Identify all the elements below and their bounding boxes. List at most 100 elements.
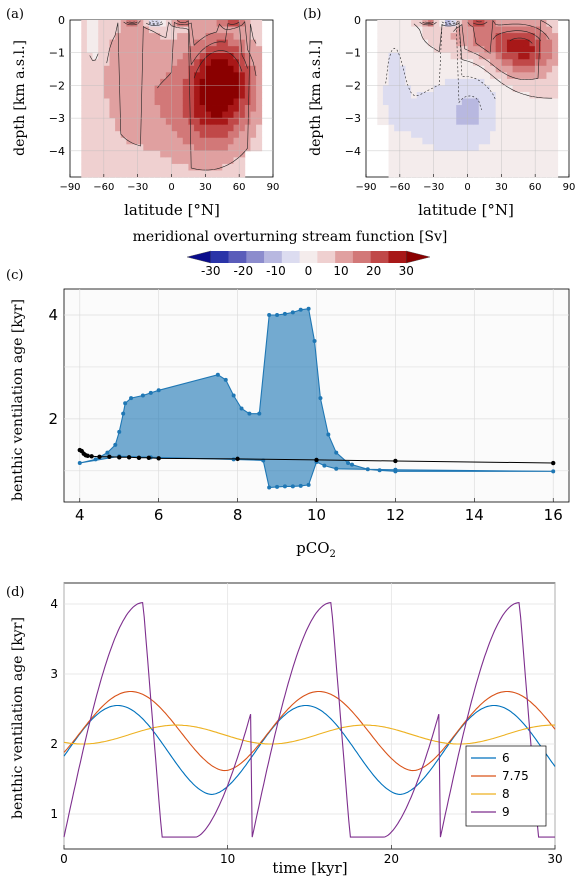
- panel-a-cell: [182, 39, 189, 47]
- panel-a-cell: [256, 111, 263, 119]
- panel-d-series-1: [63, 690, 556, 772]
- panel-a-cell: [148, 39, 155, 47]
- panel-a-cell: [98, 85, 105, 93]
- panel-b-cell: [552, 131, 559, 139]
- panel-a-cell: [81, 39, 88, 47]
- panel-a-xtick-label: 60: [233, 182, 246, 193]
- panel-a-cell: [86, 170, 93, 178]
- panel-b-cell: [444, 91, 451, 99]
- panel-b-cell: [540, 170, 547, 178]
- panel-b-cell: [461, 131, 468, 139]
- panel-b-cell: [478, 157, 485, 165]
- panel-a-cell: [143, 170, 150, 178]
- panel-a-cell: [81, 72, 88, 80]
- panel-a-cell: [165, 59, 172, 67]
- panel-b-cell: [456, 91, 463, 99]
- panel-a-cell: [92, 157, 99, 165]
- panel-b-cell: [405, 65, 412, 73]
- panel-a-cell: [227, 137, 234, 145]
- colorbar-swatch: [228, 251, 247, 263]
- panel-b-cell: [405, 26, 412, 34]
- panel-b-cell: [394, 85, 401, 93]
- panel-b-cell: [382, 65, 389, 73]
- panel-a-cell: [165, 131, 172, 139]
- panel-b-cell: [450, 20, 457, 27]
- panel-a-cell: [222, 33, 229, 41]
- panel-b-cell: [450, 26, 457, 34]
- panel-b-cell: [518, 65, 525, 73]
- panel-b-cell: [484, 20, 491, 27]
- panel-a-ylabel: depth [km a.s.l.]: [12, 40, 28, 156]
- panel-b-cell: [428, 124, 435, 132]
- panel-b-contour: [492, 30, 542, 41]
- panel-b-cell: [490, 98, 497, 106]
- panel-b-cell: [422, 78, 429, 86]
- panel-b-cell: [484, 39, 491, 47]
- panel-b-cell: [523, 72, 530, 80]
- panel-b-cell: [388, 33, 395, 41]
- panel-b-cell: [422, 33, 429, 41]
- panel-b-cell: [428, 170, 435, 178]
- panel-b-heatmap: −90 −60 −30 0 30 60 900−1−2−3−4 depth [km a.s.…: [308, 14, 575, 219]
- panel-b-cell: [523, 137, 530, 145]
- panel-a-cell: [233, 131, 240, 139]
- panel-a-cell: [92, 124, 99, 132]
- panel-b-cell: [382, 52, 389, 60]
- panel-b-cell: [506, 131, 514, 139]
- panel-a-cell: [86, 98, 93, 106]
- panel-b-cell: [428, 163, 435, 171]
- panel-b-cell: [546, 72, 553, 80]
- panel-b-contour: [425, 21, 431, 23]
- panel-b-cell: [546, 26, 553, 34]
- panel-b-cell: [535, 118, 542, 126]
- panel-b-cell: [394, 20, 401, 27]
- panel-b-cell: [506, 105, 514, 112]
- panel-b-cell: [444, 39, 451, 47]
- panel-a-cell: [182, 105, 189, 112]
- panel-b-cell: [433, 157, 440, 165]
- panel-b-cell: [518, 150, 525, 158]
- panel-c-line-point: [126, 455, 132, 460]
- panel-a-cell: [92, 91, 99, 99]
- panel-a-cell: [188, 118, 195, 126]
- panel-a-cell: [233, 118, 240, 126]
- panel-b-cell: [540, 39, 547, 47]
- panel-b-cell: [495, 170, 502, 178]
- panel-a-cell: [182, 137, 189, 145]
- panel-b-cell: [473, 78, 480, 86]
- panel-b-cell: [552, 78, 559, 86]
- panel-a-cell: [109, 163, 116, 171]
- panel-a-cell: [92, 131, 99, 139]
- panel-b-cell: [540, 124, 547, 132]
- panel-b-cell: [416, 59, 423, 67]
- panel-a-cell: [126, 105, 133, 112]
- panel-a-cell: [227, 65, 234, 73]
- panel-a-cell: [81, 111, 88, 119]
- panel-a-cell: [132, 65, 139, 73]
- panel-b-cell: [456, 131, 463, 139]
- panel-a-cell: [115, 150, 122, 158]
- panel-a-cell: [154, 150, 161, 158]
- panel-b-cell: [478, 59, 485, 67]
- panel-a-cell: [216, 39, 223, 47]
- panel-b-cell: [484, 111, 491, 119]
- panel-a-contour: [151, 20, 158, 23]
- panel-b-cell: [529, 170, 536, 178]
- panel-a-cell: [194, 144, 201, 152]
- panel-a-cell: [154, 52, 161, 60]
- panel-b-cell: [512, 124, 519, 132]
- panel-b-cell: [433, 91, 440, 99]
- panel-a-cell: [194, 85, 201, 93]
- panel-b-cell: [546, 78, 553, 86]
- panel-a-cell: [256, 72, 263, 80]
- panel-b-cell: [490, 105, 497, 112]
- panel-a-cell: [160, 111, 167, 119]
- panel-b-cell: [512, 33, 519, 41]
- panel-b-cell: [411, 170, 418, 178]
- panel-b-cell: [546, 91, 553, 99]
- panel-a-cell: [143, 39, 150, 47]
- panel-a-cell: [165, 98, 172, 106]
- panel-a-cell: [81, 52, 88, 60]
- panel-b-cell: [523, 59, 530, 67]
